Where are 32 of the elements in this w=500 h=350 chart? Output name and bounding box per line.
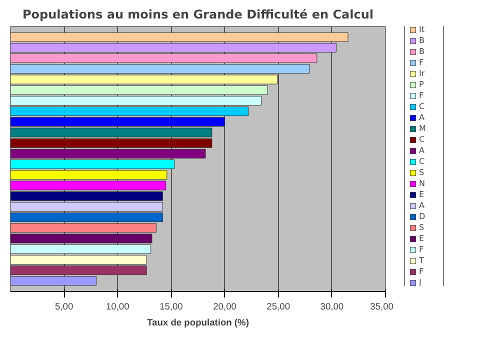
legend-label: F [419,58,425,67]
x-tick-label: 15,00 [160,302,183,312]
legend-label: It [419,25,426,34]
x-tick-label: 30,00 [320,302,344,312]
legend-label: Ir [419,69,426,78]
x-tick-label: 5,00 [54,302,74,312]
legend-label: B [419,47,426,56]
x-tick-label: 20,00 [213,302,236,312]
legend-label: T [419,256,425,265]
chart-title: Populations au moins en Grande Difficulté en Calcul [22,8,374,22]
legend-label: S [419,223,426,232]
x-axis-title: Taux de population (%) [147,318,249,328]
legend-label: P [419,80,425,89]
legend-label: A [419,113,426,122]
legend-label: E [419,234,426,243]
x-tick-label: 10,00 [106,302,130,312]
legend-label: C [419,157,426,166]
x-tick-label: 25,00 [266,302,290,312]
legend-label: S [419,168,426,177]
legend-label: C [419,102,426,111]
legend-label: M [419,124,427,133]
x-tick-label: 35,00 [370,302,394,312]
legend-label: E [419,190,426,199]
legend-label: A [419,201,426,210]
legend-label: A [419,146,426,155]
legend-label: N [419,179,426,188]
legend-label: F [419,267,425,276]
legend-label: F [419,245,425,254]
legend-label: B [419,36,426,45]
legend-label: F [419,91,425,100]
legend-label: D [419,212,426,221]
legend-label: C [419,135,426,144]
